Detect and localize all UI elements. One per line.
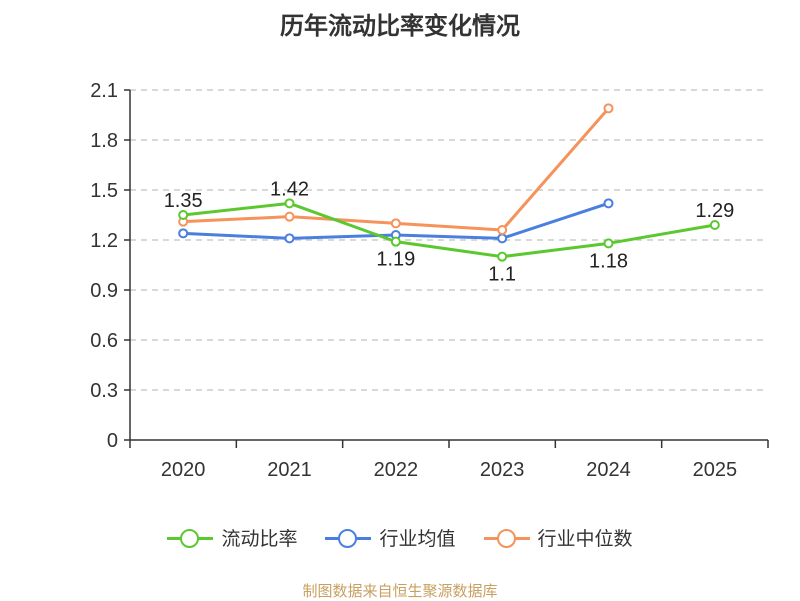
x-tick-label: 2024 (586, 459, 631, 481)
x-tick-label: 2020 (161, 459, 206, 481)
grid-lines (130, 89, 768, 391)
legend-swatch-industry-average (325, 528, 372, 548)
data-point-1 (603, 198, 614, 209)
data-labels: 1.35 1.42 1.19 1.1 1.18 1.29 (164, 178, 735, 285)
y-tick-label: 1.8 (90, 130, 118, 152)
data-point-1 (284, 233, 295, 244)
series-line-2 (183, 107, 610, 232)
x-tick-label: 2022 (374, 459, 419, 481)
x-tick-label: 2025 (693, 459, 738, 481)
data-label: 1.29 (695, 200, 734, 222)
data-label: 1.42 (270, 178, 309, 200)
legend-item-current-ratio[interactable]: 流动比率 (167, 524, 297, 551)
data-point-0 (390, 236, 401, 247)
legend: 流动比率 行业均值 行业中位数 (0, 524, 800, 551)
legend-item-industry-average[interactable]: 行业均值 (325, 524, 456, 551)
series-layer (178, 103, 720, 262)
chart-title: 历年流动比率变化情况 (280, 12, 520, 40)
data-point-0 (603, 238, 614, 249)
legend-label-industry-median: 行业中位数 (537, 528, 633, 550)
data-point-0 (497, 251, 508, 262)
data-label: 1.1 (488, 264, 516, 286)
data-point-2 (497, 225, 508, 235)
axis-ticks: 0 0.3 0.6 0.9 1.2 1.5 1.8 2.1 2020 2021 2022 2023 20… (90, 80, 769, 481)
data-label: 1.19 (376, 249, 415, 271)
axes (129, 90, 768, 441)
legend-swatch-industry-median (483, 528, 530, 548)
y-tick-label: 0.3 (90, 380, 118, 402)
data-label: 1.18 (589, 250, 628, 272)
data-point-0 (284, 198, 295, 209)
data-point-2 (284, 211, 295, 222)
legend-swatch-current-ratio (167, 528, 214, 548)
y-tick-label: 0.9 (90, 280, 118, 302)
data-point-0 (178, 210, 189, 220)
y-tick-label: 0 (107, 430, 118, 452)
data-point-2 (603, 103, 614, 114)
y-tick-label: 1.5 (90, 180, 118, 202)
series-line-0 (183, 201, 716, 259)
data-point-0 (709, 220, 720, 230)
data-label: 1.35 (164, 190, 203, 212)
y-tick-label: 2.1 (90, 80, 118, 102)
data-point-1 (497, 233, 508, 244)
data-point-1 (178, 228, 189, 239)
y-tick-label: 0.6 (90, 330, 118, 352)
data-point-2 (390, 218, 401, 229)
data-source-note: 制图数据来自恒生聚源数据库 (302, 582, 498, 600)
legend-label-industry-average: 行业均值 (379, 528, 456, 550)
y-tick-label: 1.2 (90, 230, 118, 252)
legend-label-current-ratio: 流动比率 (221, 528, 298, 550)
x-tick-label: 2021 (267, 459, 312, 481)
legend-item-industry-median[interactable]: 行业中位数 (483, 524, 633, 551)
x-tick-label: 2023 (480, 459, 525, 481)
